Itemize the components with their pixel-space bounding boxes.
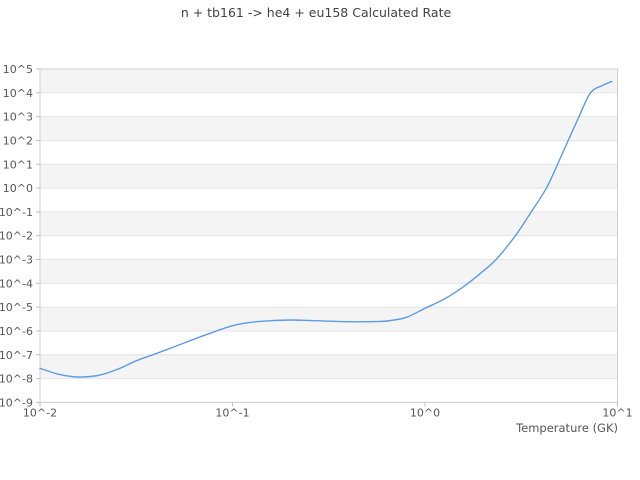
plot-band xyxy=(40,307,618,331)
y-tick-label: 10^0 xyxy=(3,182,33,195)
plot-band xyxy=(40,211,618,236)
y-tick-label: 10^-2 xyxy=(0,230,33,243)
rate-curve xyxy=(39,80,613,378)
plot-band xyxy=(40,354,618,379)
y-tick-label: 10^-6 xyxy=(0,325,33,338)
plot-band xyxy=(40,259,618,284)
plot-band xyxy=(40,164,618,189)
x-tick-label: 10^-1 xyxy=(215,406,249,419)
x-axis-title: Temperature (GK) xyxy=(516,421,618,435)
y-tick-label: 10^1 xyxy=(3,158,33,171)
plot-band xyxy=(40,69,618,93)
y-tick-label: 10^-7 xyxy=(0,349,33,362)
y-tick-label: 10^-4 xyxy=(0,277,33,290)
x-tick-label: 10^1 xyxy=(602,406,632,419)
plot-band xyxy=(40,116,618,141)
y-tick-label: 10^-3 xyxy=(0,254,33,267)
y-tick-label: 10^5 xyxy=(3,63,33,76)
y-tick-label: 10^-8 xyxy=(0,373,33,386)
y-tick-label: 10^3 xyxy=(3,111,33,124)
y-tick-label: 10^4 xyxy=(3,87,33,100)
x-tick-label: 10^0 xyxy=(410,406,440,419)
y-tick-label: 10^-5 xyxy=(0,301,33,314)
x-tick-label: 10^-2 xyxy=(23,406,57,419)
y-tick-label: 10^-1 xyxy=(0,206,33,219)
y-tick-label: 10^-9 xyxy=(0,396,33,409)
chart-title: n + tb161 -> he4 + eu158 Calculated Rate xyxy=(180,5,452,20)
y-tick-label: 10^2 xyxy=(3,134,33,147)
